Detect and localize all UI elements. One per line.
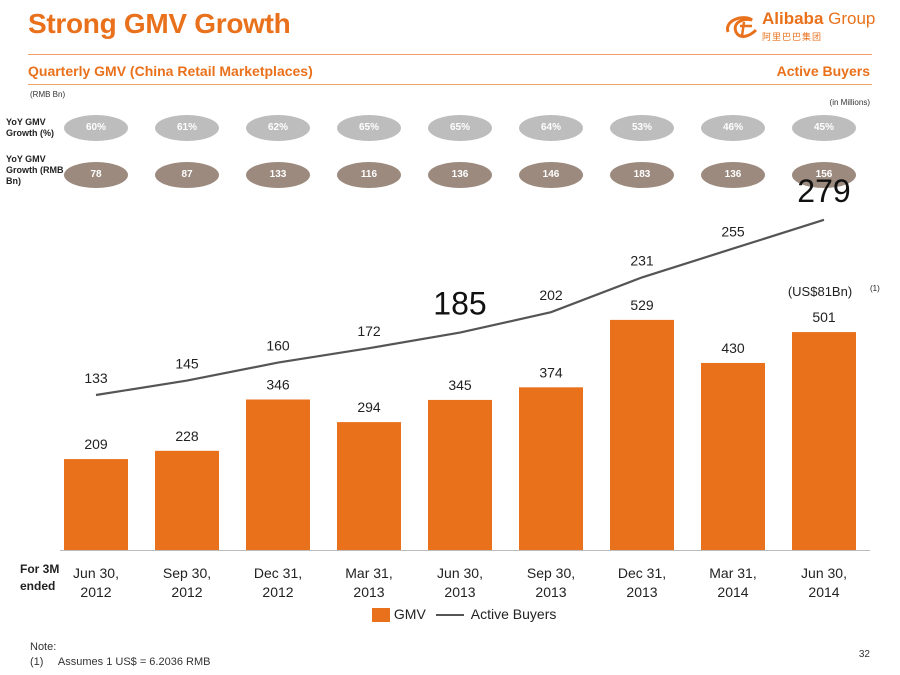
x-tick-label: Mar 31, xyxy=(709,565,756,581)
legend-buyers-line xyxy=(435,614,464,617)
x-tick-label: 2014 xyxy=(808,584,839,600)
logo-brand: Alibaba xyxy=(762,9,824,28)
gmv-bar-label: 346 xyxy=(266,376,290,392)
gmv-unit-label: (RMB Bn) xyxy=(30,90,66,99)
x-tick-label: Dec 31, xyxy=(254,565,302,581)
growth-pct-pill: 62% xyxy=(246,115,310,141)
x-tick-label: Sep 30, xyxy=(163,565,211,581)
growth-pct-pill: 45% xyxy=(792,115,856,141)
gmv-bar-label: 345 xyxy=(448,377,472,393)
x-tick-label: 2012 xyxy=(171,584,202,600)
x-tick-label: Mar 31, xyxy=(345,565,392,581)
active-buyers-label: 255 xyxy=(721,224,745,240)
gmv-bar-label: 374 xyxy=(539,364,563,380)
gmv-bar xyxy=(155,450,219,550)
x-tick-label: Dec 31, xyxy=(618,565,666,581)
x-tick-label: Jun 30, xyxy=(801,565,847,581)
growth-rmb-pill: 87 xyxy=(155,162,219,188)
active-buyers-label: 231 xyxy=(630,252,654,268)
gmv-bar-label: 294 xyxy=(357,399,381,415)
legend-buyers-label: Active Buyers xyxy=(470,606,557,622)
growth-rmb-pill: 133 xyxy=(246,162,310,188)
logo-chinese-name: 阿里巴巴集团 xyxy=(762,32,823,42)
usd-annotation-footnote: (1) xyxy=(870,284,880,293)
active-buyers-label: 202 xyxy=(539,287,563,303)
x-tick-label: 2013 xyxy=(353,584,384,600)
growth-rmb-pill: 116 xyxy=(337,162,401,188)
growth-rmb-pill: 136 xyxy=(428,162,492,188)
growth-rmb-pill: 146 xyxy=(519,162,583,188)
right-subtitle: Active Buyers xyxy=(776,63,870,79)
legend-gmv-swatch xyxy=(372,608,390,623)
gmv-bar-label: 501 xyxy=(812,309,836,325)
active-buyers-label: 133 xyxy=(84,370,108,386)
gmv-bar-label: 430 xyxy=(721,340,745,356)
growth-rmb-row-label: YoY GMV Growth (RMB Bn) xyxy=(6,154,64,186)
note-text: Assumes 1 US$ = 6.2036 RMB xyxy=(57,656,211,668)
logo-wordmark: Alibaba Group xyxy=(762,9,875,29)
gmv-bar xyxy=(428,399,492,550)
active-buyers-label: 160 xyxy=(266,338,290,354)
active-buyers-label: 172 xyxy=(357,323,381,339)
growth-pct-pill: 65% xyxy=(428,115,492,141)
period-label-text: For 3M ended xyxy=(20,562,60,593)
growth-pct-row-label: YoY GMV Growth (%) xyxy=(6,117,54,138)
note-number: (1) xyxy=(30,656,44,668)
page-title: Strong GMV Growth xyxy=(28,8,291,39)
x-tick-label: Jun 30, xyxy=(437,565,483,581)
period-label: For 3M ended xyxy=(20,561,66,595)
note-line: (1) Assumes 1 US$ = 6.2036 RMB xyxy=(30,656,210,668)
growth-pct-pill: 53% xyxy=(610,115,674,141)
active-buyers-line xyxy=(95,218,825,397)
gmv-bar-label: 228 xyxy=(175,428,199,444)
growth-pct-pill: 60% xyxy=(64,115,128,141)
active-buyers-label: 145 xyxy=(175,356,199,372)
header-divider xyxy=(28,54,872,55)
active-buyers-label: 279 xyxy=(797,173,850,209)
x-tick-label: 2012 xyxy=(262,584,293,600)
gmv-bar xyxy=(610,319,674,550)
gmv-bar xyxy=(792,332,856,550)
growth-pct-pill: 61% xyxy=(155,115,219,141)
growth-rmb-pill: 136 xyxy=(701,162,765,188)
x-tick-label: 2012 xyxy=(80,584,111,600)
growth-pct-pill: 46% xyxy=(701,115,765,141)
note-title: Note: xyxy=(30,641,57,653)
gmv-bar xyxy=(246,399,310,550)
active-buyers-label: 185 xyxy=(433,286,486,322)
x-tick-label: Jun 30, xyxy=(73,565,119,581)
x-tick-label: 2013 xyxy=(535,584,566,600)
x-tick-label: Sep 30, xyxy=(527,565,575,581)
usd-annotation: (US$81Bn) xyxy=(788,284,852,299)
x-tick-label: 2014 xyxy=(717,584,748,600)
x-tick-label: 2013 xyxy=(444,584,475,600)
buyers-unit-label: (in Millions) xyxy=(829,98,870,107)
logo-group-word: Group xyxy=(828,9,876,28)
growth-rmb-pill: 156 xyxy=(792,162,856,188)
subtitle-divider xyxy=(28,84,872,85)
chart-subtitle: Quarterly GMV (China Retail Marketplaces… xyxy=(28,63,313,79)
x-tick-label: 2013 xyxy=(626,584,657,600)
gmv-bar-label: 209 xyxy=(84,436,108,452)
gmv-bar xyxy=(701,362,765,550)
growth-pct-pill: 65% xyxy=(337,115,401,141)
page-number: 32 xyxy=(858,649,870,660)
growth-rmb-pill: 183 xyxy=(610,162,674,188)
alibaba-logo-icon xyxy=(726,16,758,38)
gmv-bar xyxy=(519,387,583,550)
chart-legend: GMV Active Buyers xyxy=(372,606,557,623)
gmv-bar-label: 529 xyxy=(630,297,654,313)
gmv-bar xyxy=(337,422,401,550)
gmv-bar xyxy=(64,459,128,550)
legend-gmv-label: GMV xyxy=(393,606,426,622)
growth-pct-pill: 64% xyxy=(519,115,583,141)
growth-rmb-pill: 78 xyxy=(64,162,128,188)
